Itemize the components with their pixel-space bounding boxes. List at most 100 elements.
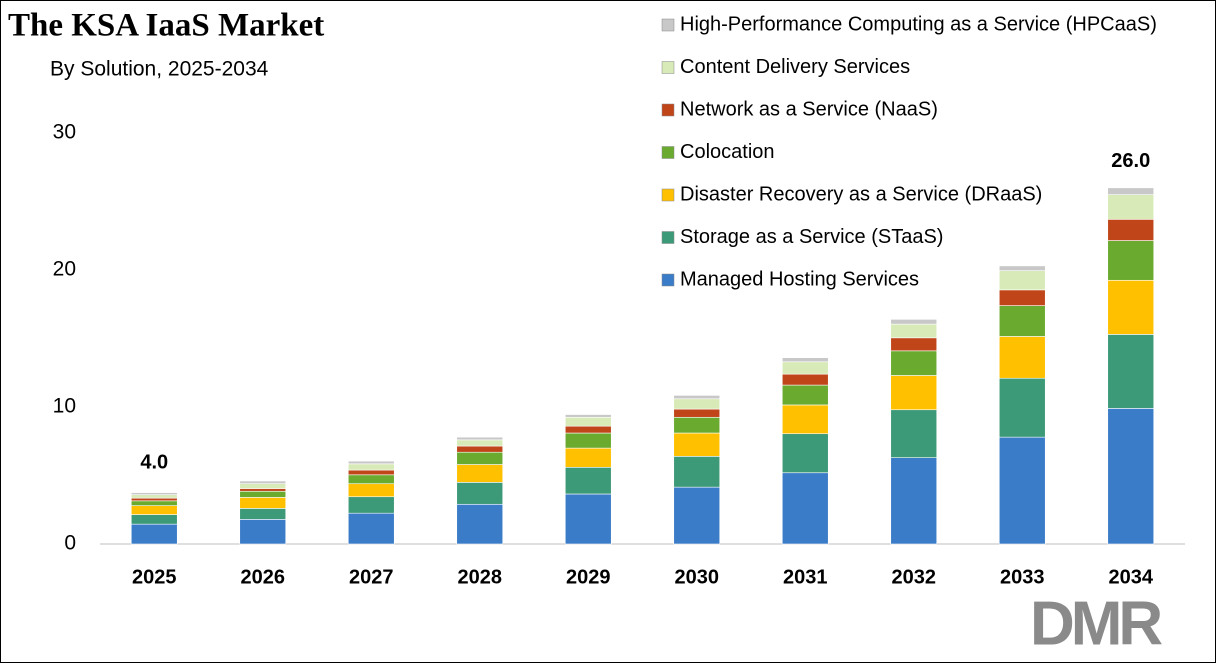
x-tick-label: 2030 <box>675 566 720 588</box>
x-tick-label: 2028 <box>458 566 503 588</box>
bar-segment <box>239 508 287 520</box>
bar-segment <box>781 384 829 406</box>
y-tick-label: 0 <box>64 532 76 555</box>
bar-segment <box>456 445 504 453</box>
bar-segment <box>998 377 1046 438</box>
bar-segment <box>239 488 287 492</box>
legend-swatch <box>661 273 675 287</box>
total-label: 4.0 <box>140 451 168 473</box>
bar-segment <box>781 433 829 474</box>
x-tick-label: 2029 <box>566 566 611 588</box>
legend-swatch <box>661 146 675 159</box>
x-tick-label: 2033 <box>1000 566 1045 588</box>
bar-segment <box>1107 279 1155 335</box>
x-tick-label: 2032 <box>892 566 937 588</box>
bar-segment <box>890 409 938 458</box>
bar-segment <box>239 480 287 485</box>
bar-segment <box>890 375 938 411</box>
bar-segment <box>673 432 721 457</box>
legend-swatch <box>661 231 675 244</box>
bar-segment <box>1107 187 1155 195</box>
bar-segment <box>890 319 938 325</box>
bar-segment <box>890 350 938 376</box>
legend-label: High-Performance Computing as a Service … <box>680 13 1157 35</box>
y-tick-label: 30 <box>53 121 76 144</box>
x-tick-label: 2025 <box>132 566 177 588</box>
bar-segment <box>456 503 504 545</box>
legend-label: Storage as a Service (STaaS) <box>680 226 943 248</box>
bar-segment <box>564 414 612 418</box>
bar-segment <box>130 505 178 515</box>
bar-segment <box>781 472 829 545</box>
bar-segment <box>998 436 1046 545</box>
bar-segment <box>998 289 1046 306</box>
bar-segment <box>130 494 178 499</box>
bar-segment <box>890 337 938 352</box>
bar-segment <box>673 398 721 410</box>
bar-segment <box>673 416 721 434</box>
bar-segment <box>456 482 504 505</box>
x-tick-label: 2031 <box>783 566 828 588</box>
bar-segment <box>239 483 287 489</box>
y-tick-label: 10 <box>53 395 76 418</box>
bar-segment <box>564 493 612 545</box>
bar-segment <box>130 500 178 506</box>
bar-segment <box>564 416 612 427</box>
bar-segment <box>890 323 938 339</box>
legend-label: Network as a Service (NaaS) <box>680 98 938 120</box>
bar-segment <box>564 447 612 468</box>
bar-segment <box>347 460 395 465</box>
bar-segment <box>239 490 287 498</box>
bar-segment <box>239 497 287 509</box>
legend-label: Colocation <box>680 141 775 163</box>
bar-segment <box>564 432 612 449</box>
legend-label: Content Delivery Services <box>680 56 910 78</box>
bar-segment <box>1107 334 1155 409</box>
bar-segment <box>456 436 504 441</box>
bar-segment <box>781 361 829 375</box>
legend-swatch <box>661 103 675 117</box>
bar-segment <box>130 523 178 545</box>
bar-segment <box>1107 408 1155 545</box>
bar-segment <box>456 464 504 483</box>
bar-segment <box>130 514 178 525</box>
x-tick-label: 2034 <box>1109 566 1154 588</box>
bar-segment <box>673 395 721 400</box>
bar-segment <box>130 492 178 495</box>
bar-segment <box>673 456 721 488</box>
bar-segment <box>347 512 395 545</box>
legend-swatch <box>661 18 675 32</box>
bar-segment <box>998 265 1046 271</box>
bar-segment <box>347 483 395 498</box>
bar-segment <box>1107 240 1155 281</box>
x-tick-label: 2026 <box>241 566 286 588</box>
chart-title: The KSA IaaS Market <box>8 8 324 44</box>
bar-segment <box>347 474 395 485</box>
bar-segment <box>1107 219 1155 241</box>
bar-segment <box>564 466 612 495</box>
bar-segment <box>347 463 395 471</box>
total-label: 26.0 <box>1111 150 1150 172</box>
bar-segment <box>998 305 1046 337</box>
bar-segment <box>1107 194 1155 220</box>
bar-segment <box>781 357 829 363</box>
bar-segment <box>347 496 395 514</box>
legend-swatch <box>661 61 675 74</box>
y-tick-label: 20 <box>53 258 76 281</box>
bar-segment <box>673 486 721 545</box>
bar-segment <box>564 425 612 434</box>
bar-segment <box>456 451 504 465</box>
bar-segment <box>239 519 287 545</box>
logo: DMR <box>1030 589 1162 658</box>
bar-segment <box>781 404 829 435</box>
bar-segment <box>998 270 1046 291</box>
bar-segment <box>673 408 721 418</box>
bar-segment <box>130 497 178 502</box>
legend-label: Managed Hosting Services <box>680 268 919 290</box>
legend-swatch <box>661 188 675 202</box>
x-tick-label: 2027 <box>349 566 394 588</box>
bar-segment <box>890 457 938 545</box>
legend-label: Disaster Recovery as a Service (DRaaS) <box>680 183 1042 205</box>
chart-subtitle: By Solution, 2025-2034 <box>50 58 269 81</box>
